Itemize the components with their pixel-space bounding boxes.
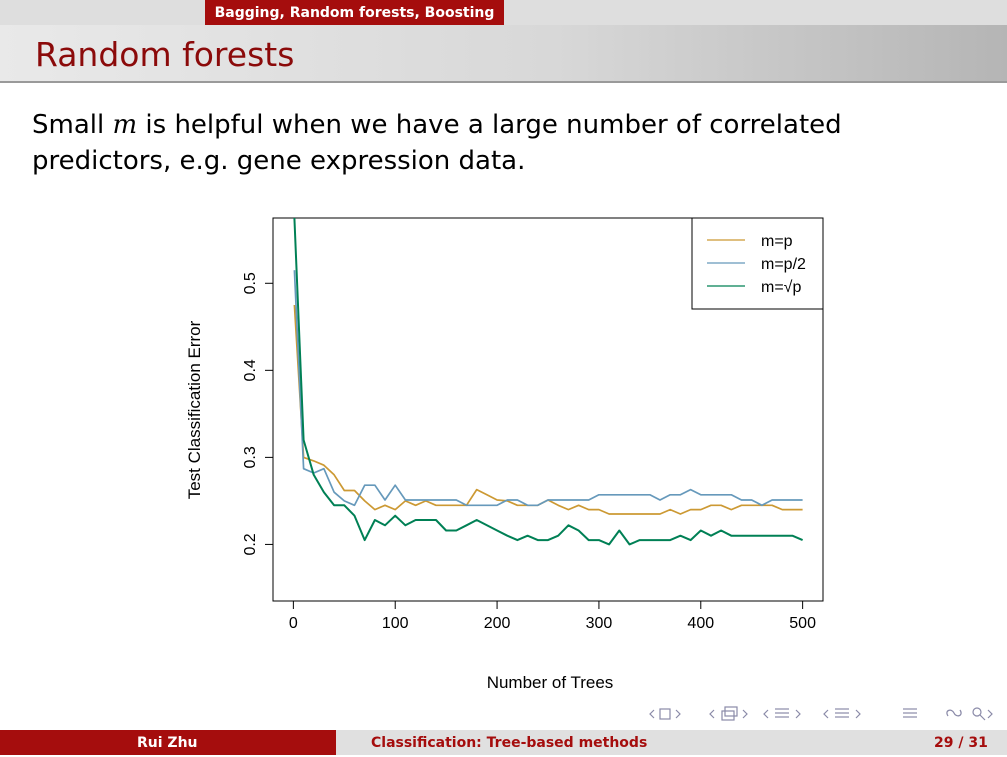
x-tick-label: 500 [789,615,816,632]
nav-subsection-icon[interactable] [721,706,738,721]
x-tick-label: 0 [289,615,298,632]
nav-frame-icon[interactable] [659,708,671,720]
frame-title-bar: Random forests [0,25,1007,83]
series-line-m-p [293,304,803,515]
y-tick-label: 0.5 [242,272,259,294]
x-axis: 0 100 200 300 400 500 [289,600,816,632]
y-axis-title: Test Classification Error [185,320,204,499]
math-variable: m [112,110,138,140]
nav-frame-next-icon[interactable] [675,709,681,719]
x-tick-label: 200 [484,615,511,632]
body-text-before: Small [32,110,113,140]
y-tick-label: 0.4 [242,359,259,381]
x-tick-label: 100 [382,615,409,632]
x-tick-label: 400 [687,615,714,632]
nav-section-prev-icon[interactable] [763,709,769,719]
frame-title: Random forests [35,35,295,74]
series-line-m-p-half [293,270,803,507]
nav-frame-prev-icon[interactable] [649,709,655,719]
nav-appendix-icon[interactable] [903,708,917,718]
legend-label-m-p: m=p [761,233,793,250]
x-tick-label: 300 [586,615,613,632]
series-line-m-sqrt-p [293,217,803,546]
footer-author-box: Rui Zhu [0,730,336,755]
footer-bar: Rui Zhu Classification: Tree-based metho… [0,730,1007,755]
nav-section-icon[interactable] [775,708,789,718]
legend-label-m-sqrt-p: m=√p [761,279,801,296]
body-text-after: is helpful when we have a large number o… [32,110,842,176]
nav-subsection-next-icon[interactable] [742,709,748,719]
page-total: 31 [968,735,988,751]
y-tick-label: 0.3 [242,446,259,468]
nav-subsection-prev-icon[interactable] [709,709,715,719]
legend-label-m-p-half: m=p/2 [761,256,806,273]
x-axis-title: Number of Trees [487,673,614,692]
page-current: 29 [934,735,954,751]
legend: m=p m=p/2 m=√p [691,217,824,310]
series-lines [293,217,803,546]
footer-page-box: 29 / 31 [672,730,1007,755]
nav-section-next-icon[interactable] [795,709,801,719]
nav-slide-prev-icon[interactable] [823,709,829,719]
footer-title-box: Classification: Tree-based methods [336,730,672,755]
y-axis: 0.2 0.3 0.4 0.5 [242,272,274,556]
body-paragraph: Small m is helpful when we have a large … [32,107,982,179]
nav-slide-next-icon[interactable] [855,709,861,719]
section-tab[interactable]: Bagging, Random forests, Boosting [205,0,504,25]
nav-back-forward-icon[interactable] [946,709,962,717]
nav-search-icon[interactable] [972,707,993,721]
y-tick-label: 0.2 [242,533,259,555]
nav-slide-icon[interactable] [835,708,849,718]
page-separator: / [958,735,964,751]
footer-short-title: Classification: Tree-based methods [371,735,648,751]
beamer-nav-symbols [649,706,993,721]
error-vs-trees-chart: 0 100 200 300 400 500 0.2 0.3 0.4 0.5 Number of … [185,217,824,692]
page-number: 29 / 31 [934,730,988,757]
footer-author: Rui Zhu [137,735,198,751]
